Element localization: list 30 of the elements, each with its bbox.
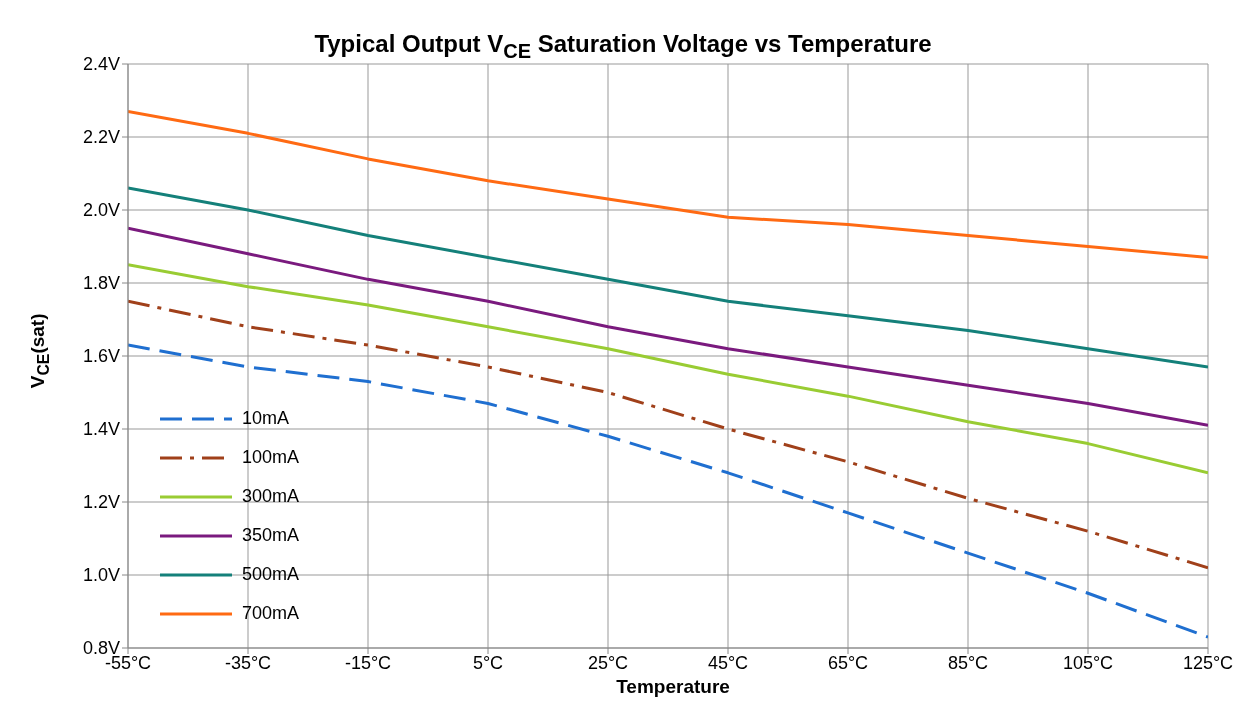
line-series: [128, 109, 1208, 259]
line-series: [128, 263, 1208, 475]
y-tick-label: 1.4V: [82, 419, 120, 440]
x-tick-label: -35°C: [224, 652, 272, 673]
legend-label: 700mA: [242, 603, 300, 624]
y-tick-label: 1.8V: [82, 273, 120, 294]
x-tick-label: -15°C: [344, 652, 392, 673]
x-tick-label: 45°C: [707, 652, 749, 673]
x-tick-label: 5°C: [472, 652, 504, 673]
legend-label: 300mA: [242, 486, 300, 507]
legend-label: 350mA: [242, 525, 300, 546]
x-tick-label: 125°C: [1182, 652, 1234, 673]
x-tick-label: 85°C: [947, 652, 989, 673]
line-series: [128, 186, 1208, 369]
x-axis-title: Temperature: [615, 676, 731, 698]
y-tick-label: 1.2V: [82, 492, 120, 513]
x-tick-label: 105°C: [1062, 652, 1114, 673]
line-series: [128, 343, 1208, 639]
y-tick-label: 1.6V: [82, 346, 120, 367]
x-tick-label: 65°C: [827, 652, 869, 673]
y-tick-label: 1.0V: [82, 565, 120, 586]
y-tick-label: 2.4V: [82, 54, 120, 75]
legend-label: 100mA: [242, 447, 300, 468]
chart-title: Typical Output V$_{CE}$ Saturation Voltage vs Temperature: [314, 30, 932, 62]
y-tick-label: 2.2V: [82, 127, 120, 148]
y-tick-label: 2.0V: [82, 200, 120, 221]
line-series: [128, 226, 1208, 427]
legend-label: 500mA: [242, 564, 300, 585]
x-tick-label: 25°C: [587, 652, 629, 673]
legend-label: 10mA: [242, 408, 290, 429]
